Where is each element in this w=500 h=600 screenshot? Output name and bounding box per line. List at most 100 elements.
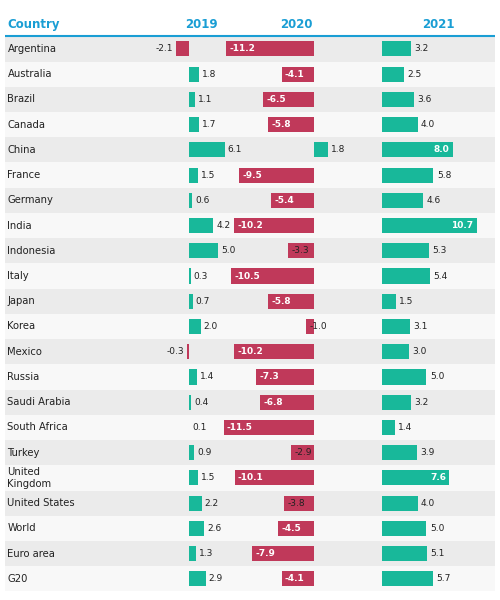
Text: 3.9: 3.9 [420, 448, 434, 457]
Text: 1.5: 1.5 [200, 473, 215, 482]
Text: 5.1: 5.1 [430, 549, 445, 558]
Bar [262, 92, 314, 107]
Bar [382, 319, 409, 334]
Text: Australia: Australia [8, 69, 52, 79]
Text: -5.8: -5.8 [272, 297, 291, 306]
Bar [5, 6, 495, 36]
Text: 5.0: 5.0 [221, 246, 236, 255]
Bar [189, 218, 214, 233]
Bar [278, 521, 314, 536]
Bar [189, 470, 198, 485]
Text: 0.7: 0.7 [196, 297, 210, 306]
Bar [382, 496, 418, 511]
Text: -10.5: -10.5 [235, 272, 260, 281]
Bar [5, 62, 495, 87]
Text: Canada: Canada [8, 119, 46, 130]
Bar [176, 41, 189, 56]
Text: 2020: 2020 [280, 19, 313, 31]
Bar [189, 167, 198, 182]
Text: -11.2: -11.2 [230, 44, 255, 53]
Bar [382, 420, 394, 435]
Text: 5.0: 5.0 [430, 373, 444, 382]
Bar [5, 112, 495, 137]
Bar [5, 364, 495, 389]
Text: Argentina: Argentina [8, 44, 56, 54]
Text: 1.4: 1.4 [398, 423, 412, 432]
Bar [189, 193, 192, 208]
Text: Brazil: Brazil [8, 94, 36, 104]
Bar [189, 420, 190, 435]
Bar [189, 546, 196, 561]
Text: World: World [8, 523, 36, 533]
Text: -11.5: -11.5 [227, 423, 253, 432]
Text: Italy: Italy [8, 271, 29, 281]
Bar [5, 163, 495, 188]
Bar [5, 516, 495, 541]
Bar [5, 541, 495, 566]
Bar [272, 193, 314, 208]
Text: Saudi Arabia: Saudi Arabia [8, 397, 71, 407]
Text: 3.6: 3.6 [418, 95, 432, 104]
Bar [5, 440, 495, 465]
Text: 0.9: 0.9 [197, 448, 212, 457]
Bar [282, 67, 314, 82]
Bar [382, 521, 426, 536]
Text: Russia: Russia [8, 372, 40, 382]
Bar [226, 41, 314, 56]
Bar [382, 167, 434, 182]
Text: 0.1: 0.1 [192, 423, 206, 432]
Bar [284, 496, 314, 511]
Text: India: India [8, 221, 32, 230]
Text: -3.3: -3.3 [292, 246, 309, 255]
Bar [268, 117, 314, 132]
Text: -2.9: -2.9 [294, 448, 312, 457]
Bar [382, 193, 423, 208]
Text: 3.2: 3.2 [414, 44, 428, 53]
Text: G20: G20 [8, 574, 28, 584]
Bar [187, 344, 189, 359]
Bar [189, 445, 194, 460]
Text: Turkey: Turkey [8, 448, 40, 458]
Text: Korea: Korea [8, 322, 36, 331]
Bar [382, 117, 418, 132]
Text: 1.7: 1.7 [202, 120, 216, 129]
Text: 4.0: 4.0 [421, 120, 436, 129]
Bar [288, 243, 314, 259]
Bar [189, 370, 197, 385]
Bar [260, 395, 314, 410]
Bar [382, 268, 430, 284]
Bar [5, 415, 495, 440]
Bar [382, 395, 410, 410]
Bar [382, 243, 429, 259]
Bar [234, 470, 314, 485]
Bar [5, 289, 495, 314]
Bar [5, 188, 495, 213]
Text: 5.3: 5.3 [432, 246, 447, 255]
Bar [382, 470, 450, 485]
Bar [5, 87, 495, 112]
Text: South Africa: South Africa [8, 422, 68, 433]
Text: -9.5: -9.5 [242, 170, 262, 179]
Bar [382, 92, 414, 107]
Bar [382, 370, 426, 385]
Bar [5, 566, 495, 592]
Text: -0.3: -0.3 [166, 347, 184, 356]
Text: France: France [8, 170, 40, 180]
Text: 4.0: 4.0 [421, 499, 436, 508]
Bar [5, 389, 495, 415]
Text: 3.0: 3.0 [412, 347, 426, 356]
Bar [314, 142, 328, 157]
Text: 1.4: 1.4 [200, 373, 214, 382]
Text: -7.3: -7.3 [260, 373, 280, 382]
Text: 3.1: 3.1 [413, 322, 428, 331]
Text: 2019: 2019 [184, 19, 218, 31]
Text: -4.1: -4.1 [285, 574, 304, 583]
Bar [189, 117, 198, 132]
Bar [234, 218, 314, 233]
Text: Country: Country [8, 19, 60, 31]
Text: 2021: 2021 [422, 19, 455, 31]
Bar [189, 268, 190, 284]
Text: China: China [8, 145, 36, 155]
Text: 4.6: 4.6 [426, 196, 440, 205]
Text: United
Kingdom: United Kingdom [8, 467, 52, 489]
